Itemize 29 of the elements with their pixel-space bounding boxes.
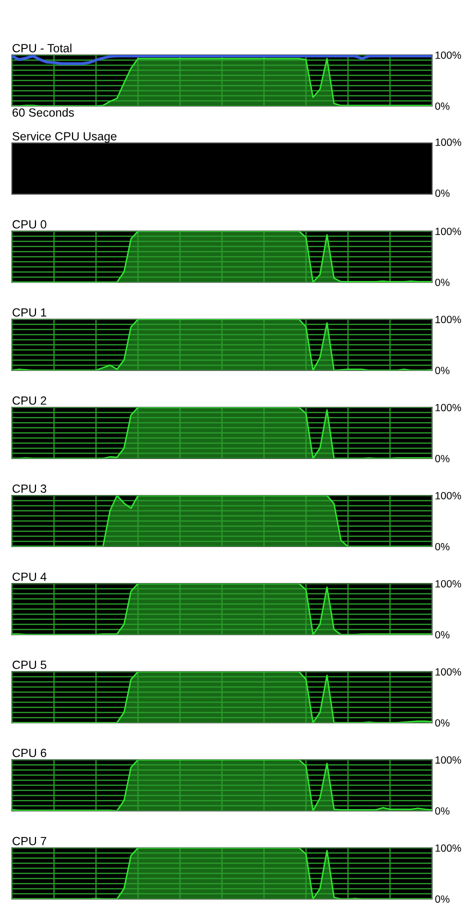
y-tick-label: 0% [435,543,450,550]
chart-title: CPU 4 [12,572,46,581]
y-tick-label: 0% [435,278,450,286]
chart-title: CPU - Total [12,44,72,52]
y-tick-label: 100% [436,668,462,676]
chart-title: CPU 6 [12,748,46,758]
y-tick-label: 100% [436,756,462,764]
text: Service CPU Usage [12,132,116,143]
y-tick-label: 0% [435,807,450,815]
chart-title: CPU 7 [12,836,46,846]
y-tick-label: 0% [435,366,450,374]
y-tick-label: 0% [435,454,450,462]
chart-title: CPU 5 [12,660,46,670]
y-tick-label: 0% [435,895,450,903]
chart-title: CPU 3 [12,484,46,493]
y-tick-label: 0% [435,102,450,110]
chart-title: CPU 2 [12,396,46,405]
chart-title: CPU 0 [12,220,46,229]
y-tick-label: 100% [436,316,462,324]
y-tick-label: 100% [436,844,462,852]
text: 60 Seconds [12,108,74,117]
y-tick-label: 100% [436,580,462,588]
y-tick-label: 100% [436,492,462,500]
y-tick-label: 100% [436,228,462,236]
y-tick-label: 100% [436,52,462,59]
chart-title: CPU 1 [12,308,46,317]
y-tick-label: 0% [435,631,450,638]
y-tick-label: 100% [436,404,462,412]
y-tick-label: 0% [435,719,450,727]
